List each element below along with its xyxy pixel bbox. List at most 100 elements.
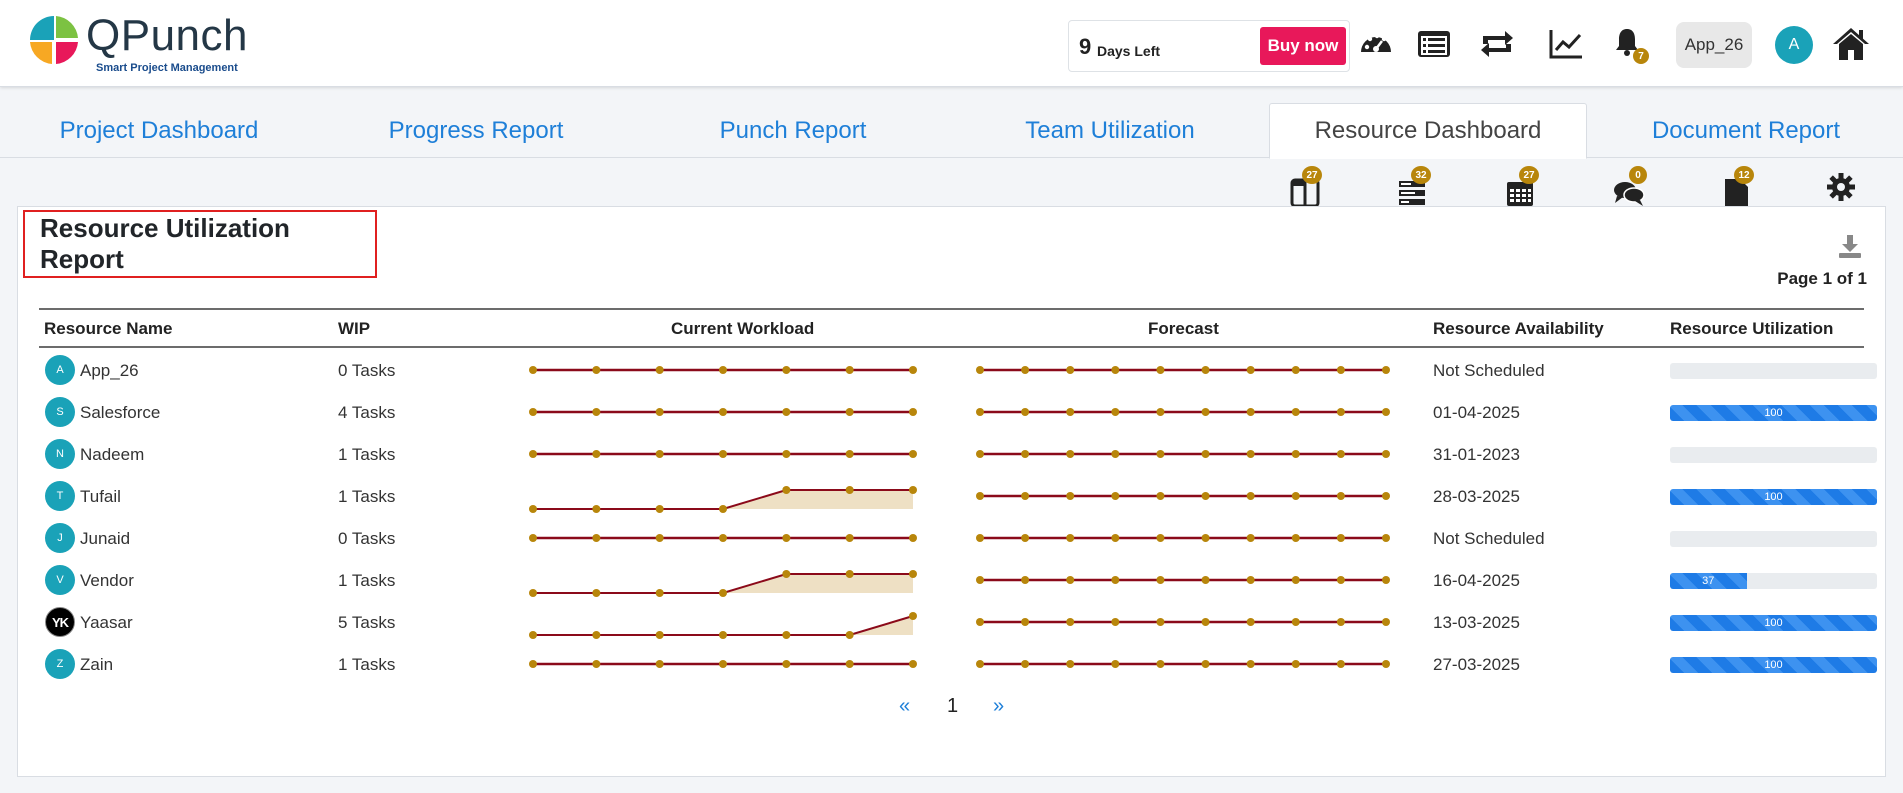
resource-availability: 31-01-2023 [1433,445,1520,464]
sparkline-point [845,366,854,374]
sparkline-point [1336,408,1345,416]
tab-document-report[interactable]: Document Report [1651,116,1841,144]
buy-now-button[interactable]: Buy now [1260,27,1346,65]
resource-name: Salesforce [80,403,161,422]
sparkline-point [1066,618,1075,626]
sparkline-point [1246,618,1255,626]
brand-logo[interactable]: QPunch Smart Project Management [28,14,248,74]
sparkline-point [909,450,917,458]
sparkline-point [845,570,854,578]
sparkline-point [592,505,601,513]
col-resource-utilization: Resource Utilization [1670,319,1834,338]
workload-area [533,574,913,593]
sparkline-point [529,589,537,597]
sparkline-point [529,450,537,458]
list-icon[interactable] [1416,26,1452,62]
sparkline-point [1336,492,1345,500]
sparkline-point [845,450,854,458]
forecast-sparkline [976,408,1390,416]
sparkline-point [1291,408,1300,416]
tasks-button[interactable]: 32 [1397,166,1431,206]
avatar[interactable]: A [1775,26,1813,64]
utilization-progress-bar [1670,363,1877,379]
sparkline-point [1336,660,1345,668]
sparkline-point [1382,534,1390,542]
wip-count: 1 Tasks [338,571,396,590]
sparkline-point [1111,408,1120,416]
tab-punch-report[interactable]: Punch Report [719,116,867,144]
sync-icon[interactable] [1479,26,1515,62]
sparkline-point [719,408,727,416]
notifications[interactable]: 7 [1612,26,1649,66]
sparkline-point [1156,366,1165,374]
sparkline-point [1201,366,1210,374]
utilization-progress-bar: 100 [1670,657,1877,673]
sparkline-point [1382,618,1390,626]
columns-button[interactable]: 27 [1288,166,1322,208]
sparkline-point [1111,534,1120,542]
current-workload-sparkline [529,570,917,597]
comments-button[interactable]: 0 [1613,166,1647,206]
page-info: Page 1 of 1 [1777,269,1867,288]
report-card: Resource Utilization Report Page 1 of 1 … [17,206,1886,777]
utilization-progress-bar: 100 [1670,405,1877,421]
sparkline-point [655,631,664,639]
utilization-fill: 100 [1670,657,1877,673]
table-row: A App_26 0 Tasks Not Scheduled [39,350,1877,392]
chart-line-icon[interactable] [1548,26,1584,62]
sparkline-point [1156,660,1165,668]
sparkline-point [1021,492,1030,500]
avatar: S [45,397,75,427]
sparkline-point [719,660,727,668]
sparkline-point [1111,450,1120,458]
sparkline-point [592,660,601,668]
sparkline-point [1291,366,1300,374]
forecast-sparkline [976,492,1390,500]
sparkline-point [529,660,537,668]
dashboard-gauge-icon[interactable] [1358,26,1394,62]
tab-resource-dashboard[interactable]: Resource Dashboard [1269,103,1587,159]
resource-name: Vendor [80,571,134,590]
sparkline-point [592,534,601,542]
table-row: Z Zain 1 Tasks 27-03-2025 100 [39,644,1877,686]
sparkline-point [1066,366,1075,374]
pagination-next[interactable]: » [993,695,1005,717]
sparkline-point [1201,534,1210,542]
tab-project-dashboard[interactable]: Project Dashboard [59,116,259,144]
sparkline-point [1382,660,1390,668]
table-row: N Nadeem 1 Tasks 31-01-2023 [39,434,1877,476]
sparkline-point [655,660,664,668]
sparkline-point [845,660,854,668]
sparkline-point [655,589,664,597]
calendar-button[interactable]: 27 [1505,166,1539,206]
resource-availability: 16-04-2025 [1433,571,1520,590]
file-button[interactable]: 12 [1722,166,1756,207]
sparkline-point [845,408,854,416]
sparkline-point [719,631,727,639]
tab-progress-report[interactable]: Progress Report [388,116,564,144]
home-icon[interactable] [1831,24,1871,64]
sparkline-point [1246,450,1255,458]
pagination-prev[interactable]: « [899,695,911,717]
sparkline-point [1111,492,1120,500]
download-icon[interactable] [1837,233,1863,259]
wip-count: 1 Tasks [338,655,396,674]
pagination-current[interactable]: 1 [947,695,959,717]
sparkline-point [1291,576,1300,584]
sparkline-point [1291,618,1300,626]
sparkline-point [909,408,917,416]
sparkline-point [845,631,854,639]
sparkline-point [1111,618,1120,626]
utilization-fill: 37 [1670,573,1747,589]
settings-icon[interactable] [1826,172,1856,202]
col-forecast: Forecast [1148,319,1219,338]
sparkline-point [976,660,984,668]
brand-name: QPunch [86,11,248,60]
forecast-sparkline [976,450,1390,458]
tasks-icon [1399,181,1425,205]
user-menu[interactable]: App_26 [1676,22,1752,68]
sparkline-point [1382,576,1390,584]
sparkline-point [719,366,727,374]
tab-team-utilization[interactable]: Team Utilization [1025,116,1195,144]
utilization-progress-bar: 37 [1670,573,1877,589]
